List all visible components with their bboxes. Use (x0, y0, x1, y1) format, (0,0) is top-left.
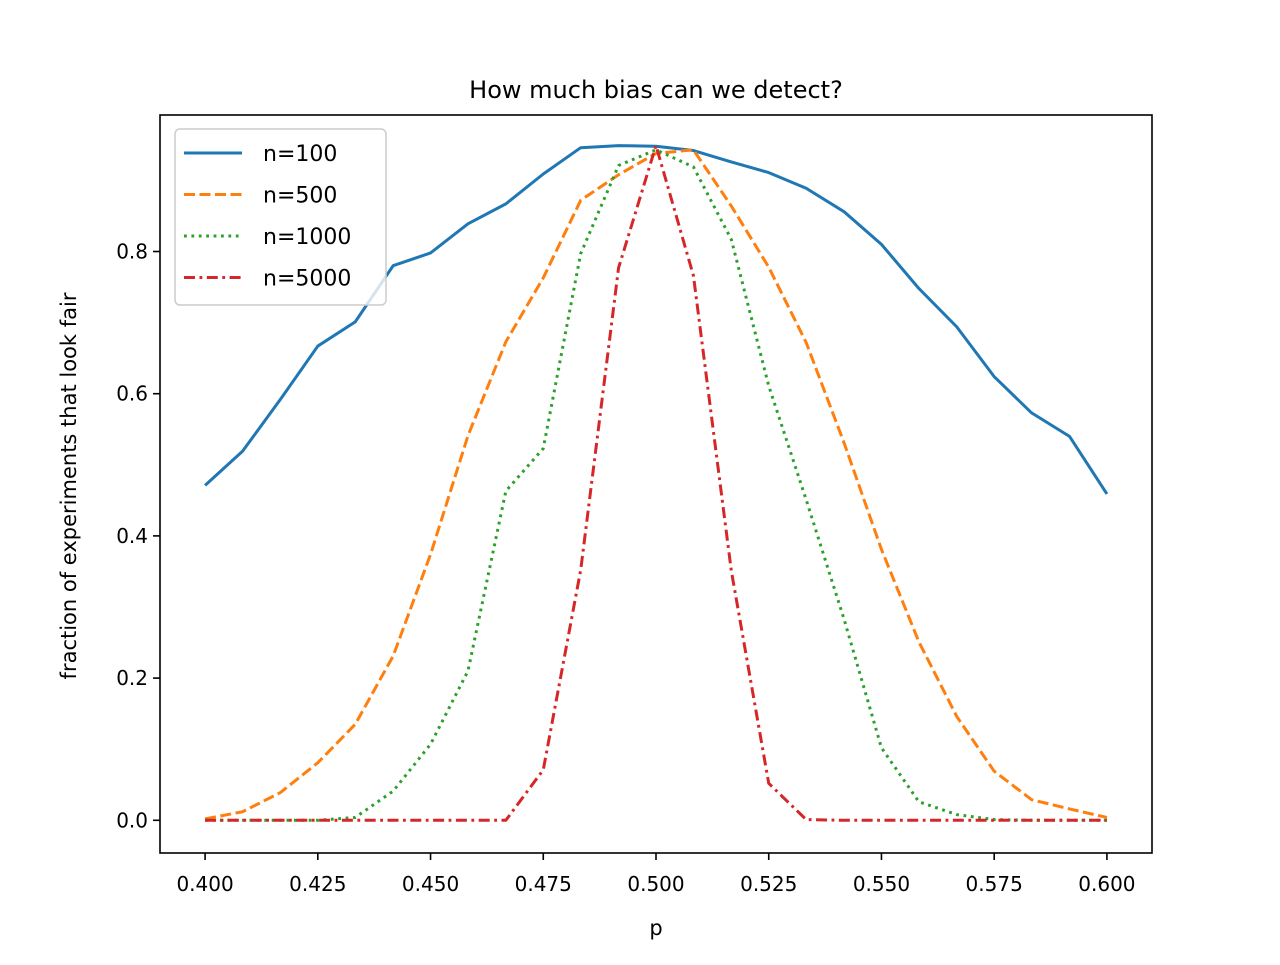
y-axis-label: fraction of experiments that look fair (57, 292, 81, 679)
y-tick-label: 0.4 (116, 524, 148, 548)
legend-label-2: n=1000 (263, 225, 351, 250)
legend: n=100 n=500 n=1000 n=5000 (174, 128, 387, 306)
y-tick-label: 0.6 (116, 382, 148, 406)
series-line-2 (205, 148, 1107, 822)
legend-label-3: n=5000 (263, 267, 351, 292)
legend-label-1: n=500 (263, 184, 337, 209)
x-tick-label: 0.450 (402, 872, 459, 896)
y-tick-label: 0.8 (116, 240, 148, 264)
y-axis-ticks: 0.0 0.2 0.4 0.6 0.8 (116, 240, 160, 832)
series-line-3 (205, 144, 1107, 822)
x-tick-label: 0.400 (176, 872, 233, 896)
x-tick-label: 0.500 (627, 872, 684, 896)
legend-box (174, 128, 387, 306)
plot-area (159, 114, 1153, 854)
x-axis-ticks: 0.400 0.425 0.450 0.475 0.500 0.525 0.550 0.575… (176, 853, 1136, 896)
chart-title: How much bias can we detect? (469, 76, 843, 104)
x-tick-label: 0.575 (966, 872, 1023, 896)
x-tick-label: 0.600 (1078, 872, 1135, 896)
y-tick-label: 0.2 (116, 666, 148, 690)
x-tick-label: 0.425 (289, 872, 346, 896)
legend-label-0: n=100 (263, 142, 337, 167)
y-tick-label: 0.0 (116, 808, 148, 832)
x-axis-label: p (649, 916, 662, 940)
x-tick-label: 0.550 (853, 872, 910, 896)
x-tick-label: 0.475 (515, 872, 572, 896)
series-line-1 (204, 148, 1108, 821)
x-tick-label: 0.525 (740, 872, 797, 896)
